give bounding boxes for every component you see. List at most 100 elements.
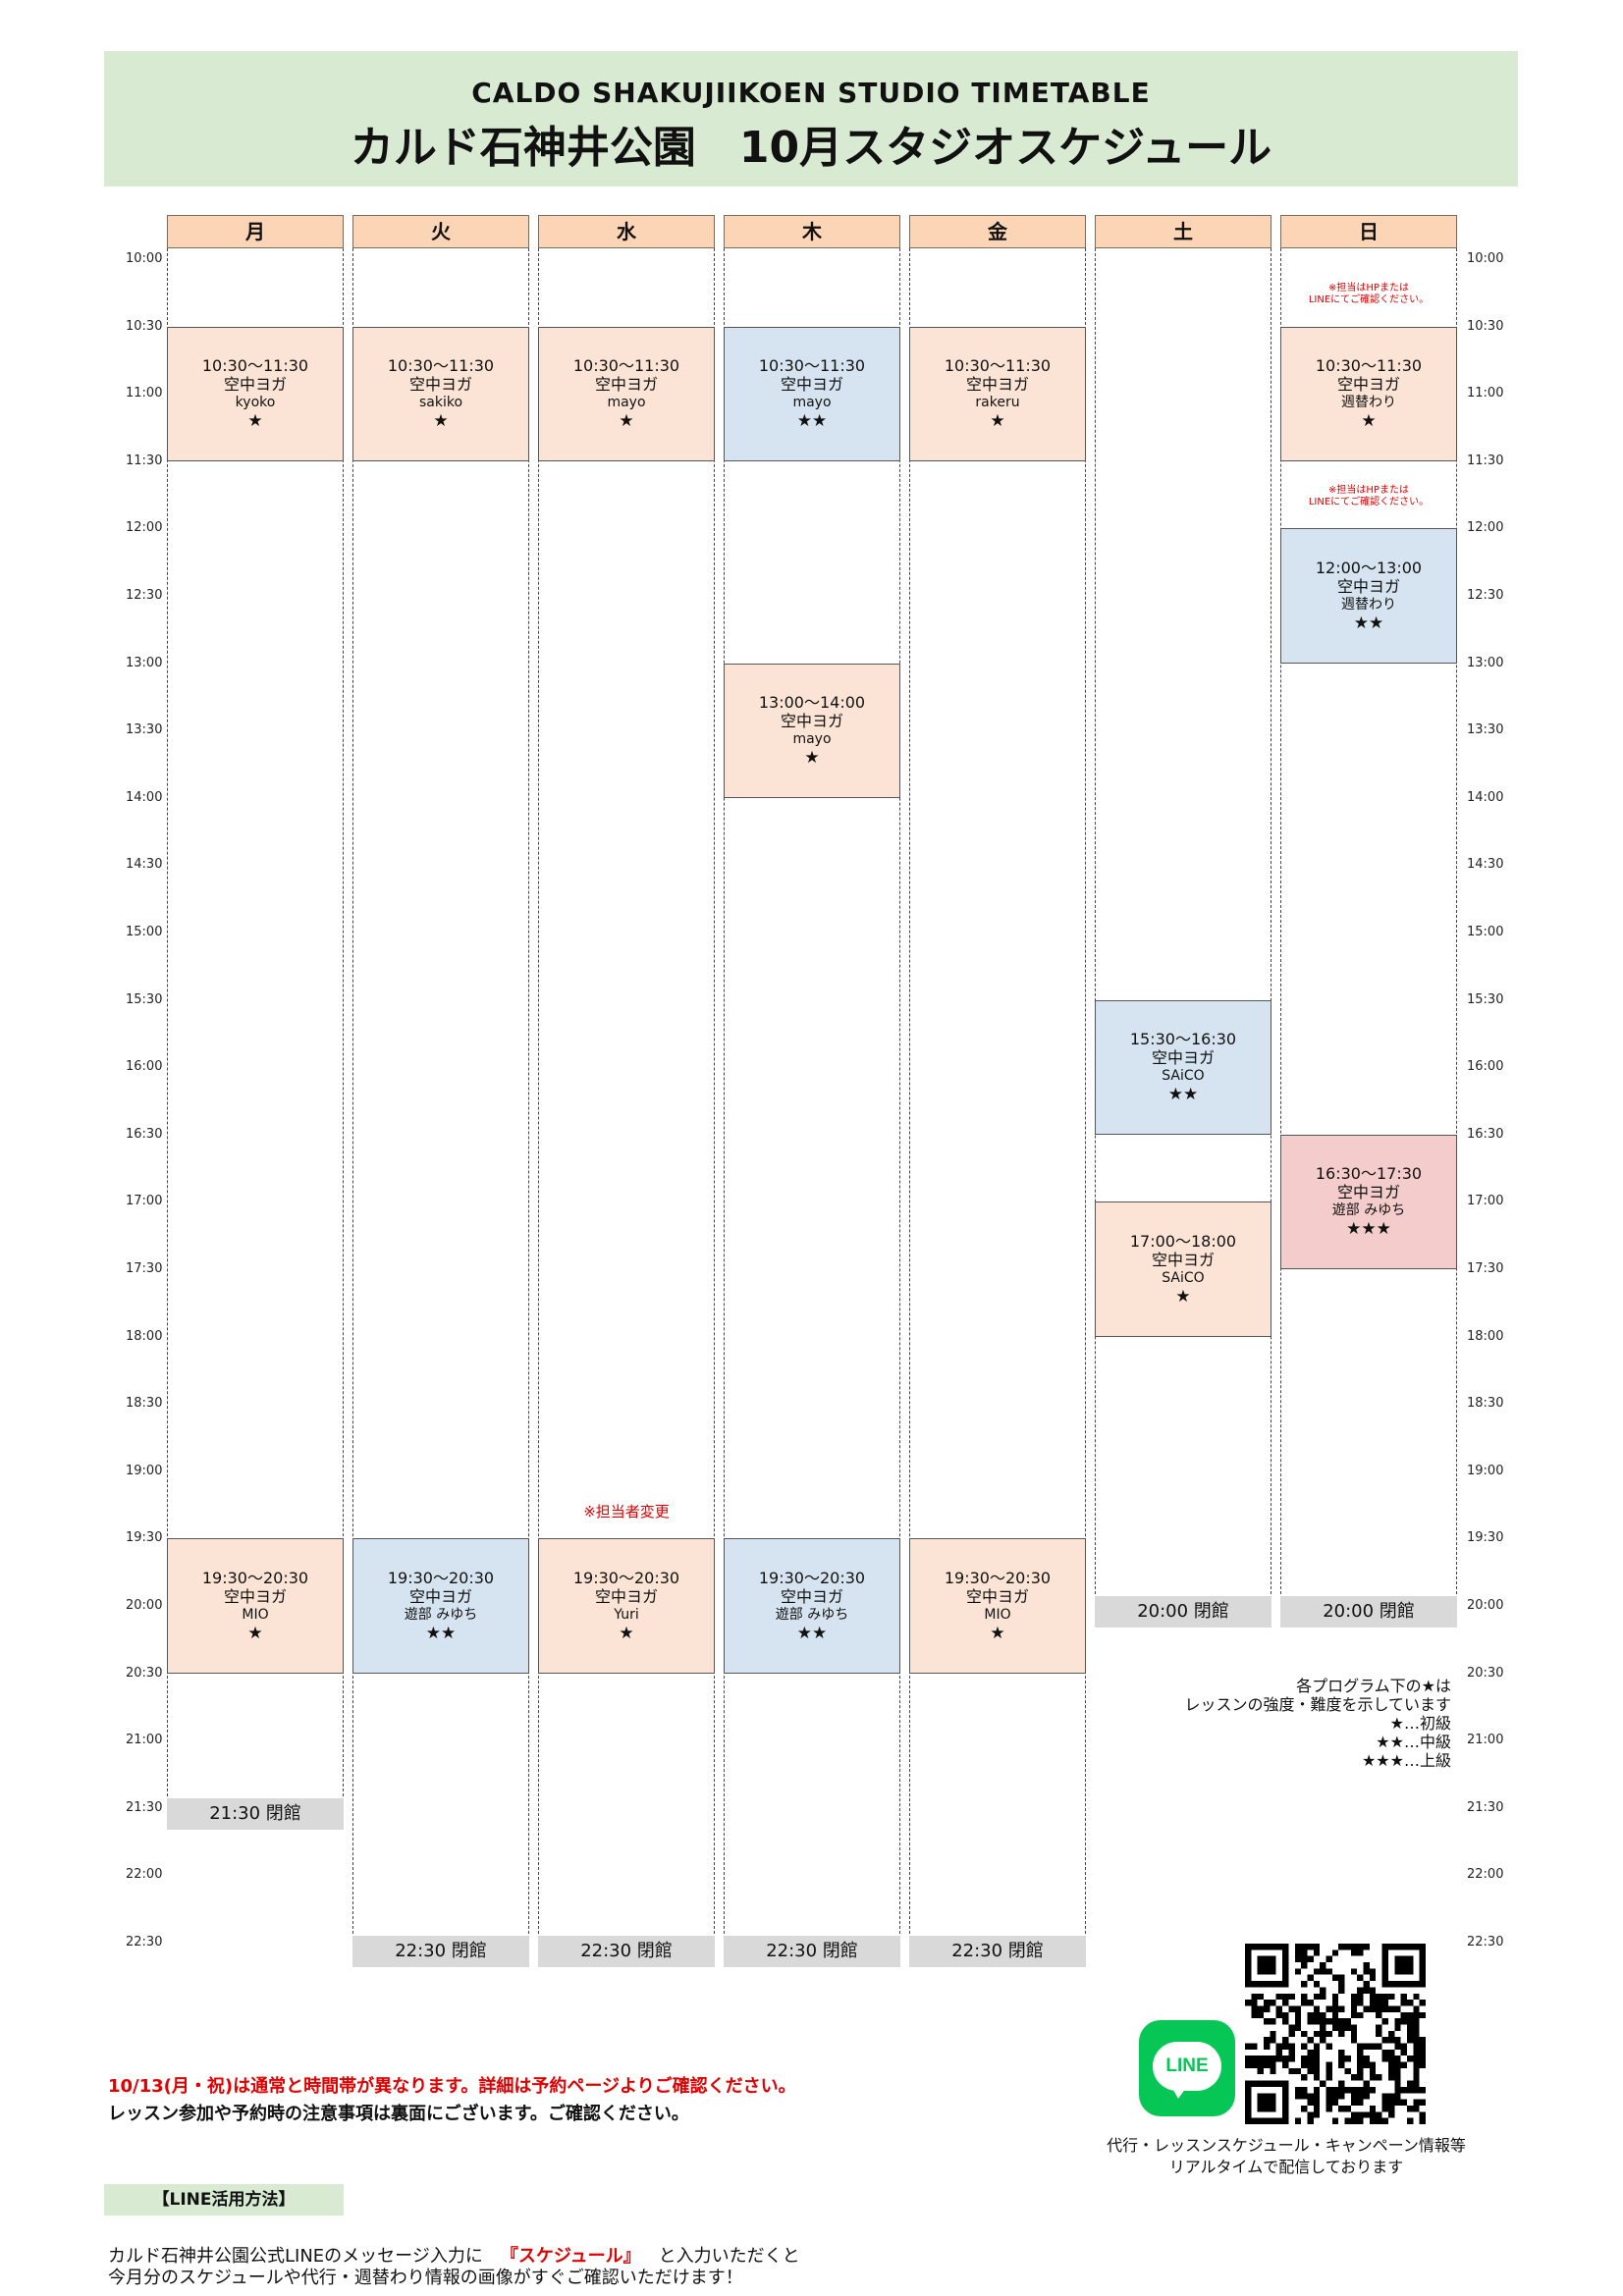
time-label: 15:30 <box>1467 991 1504 1007</box>
time-label: 18:00 <box>126 1328 163 1344</box>
day-column <box>1280 248 1457 1594</box>
closing-label: 21:30 閉館 <box>167 1798 344 1830</box>
time-label: 12:00 <box>1467 520 1504 536</box>
lesson-time: 19:30～20:30 <box>387 1568 495 1587</box>
lesson-difficulty: ★ <box>619 411 634 432</box>
time-label: 16:00 <box>126 1059 163 1075</box>
lesson-difficulty: ★ <box>990 1623 1005 1643</box>
closing-label: 22:30 閉館 <box>909 1936 1086 1967</box>
lesson-difficulty: ★★ <box>425 1623 457 1643</box>
line-caption-line1: 代行・レッスンスケジュール・キャンペーン情報等 <box>1107 2136 1466 2155</box>
lesson-instructor: mayo <box>792 395 832 411</box>
time-label: 12:30 <box>1467 588 1504 603</box>
lesson-block[interactable]: 17:00～18:00 空中ヨガ SAiCO ★ <box>1095 1201 1271 1337</box>
lesson-time: 16:30～17:30 <box>1315 1164 1423 1184</box>
time-label: 12:00 <box>126 520 163 536</box>
lesson-difficulty: ★ <box>247 1623 263 1643</box>
time-label: 16:30 <box>126 1126 163 1142</box>
lesson-time: 19:30～20:30 <box>572 1568 680 1587</box>
lesson-block[interactable]: 10:30～11:30 空中ヨガ mayo ★ <box>538 326 715 461</box>
lesson-instructor: kyoko <box>235 395 276 411</box>
lesson-instructor: 遊部 みゆち <box>775 1606 849 1623</box>
time-label: 16:30 <box>1467 1126 1504 1142</box>
closing-label: 22:30 閉館 <box>352 1936 529 1967</box>
lesson-difficulty: ★★★ <box>1346 1219 1391 1240</box>
legend-line: 各プログラム下の★は <box>1296 1677 1451 1695</box>
lesson-block[interactable]: 12:00～13:00 空中ヨガ 週替わり ★★ <box>1280 528 1457 664</box>
lesson-block[interactable]: 16:30～17:30 空中ヨガ 遊部 みゆち ★★★ <box>1280 1134 1457 1269</box>
day-column <box>724 248 900 1963</box>
day-header: 月 <box>167 215 344 248</box>
time-label: 21:00 <box>1467 1733 1504 1748</box>
lesson-instructor: 遊部 みゆち <box>404 1606 478 1623</box>
line-usage-before: カルド石神井公園公式LINEのメッセージ入力に <box>108 2246 483 2267</box>
instructor-note: ※担当はHPまたは LINEにてご確認ください。 <box>1308 485 1430 507</box>
lesson-block[interactable]: 15:30～16:30 空中ヨガ SAiCO ★★ <box>1095 999 1271 1135</box>
time-label: 22:30 <box>126 1935 163 1949</box>
lesson-block[interactable]: 10:30～11:30 空中ヨガ rakeru ★ <box>909 326 1086 461</box>
day-header: 木 <box>724 215 900 248</box>
legend-line: ★★…中級 <box>1376 1733 1451 1751</box>
lesson-name: 空中ヨガ <box>1336 1183 1400 1202</box>
closing-label: 22:30 閉館 <box>538 1936 715 1967</box>
lesson-block[interactable]: 19:30～20:30 空中ヨガ 遊部 みゆち ★★ <box>352 1538 529 1674</box>
lesson-difficulty: ★ <box>433 411 449 432</box>
lesson-time: 10:30～11:30 <box>201 356 309 376</box>
time-label: 21:00 <box>126 1733 163 1748</box>
lesson-block[interactable]: 19:30～20:30 空中ヨガ Yuri ★ <box>538 1538 715 1674</box>
lesson-difficulty: ★ <box>990 411 1005 432</box>
lesson-difficulty: ★ <box>1361 411 1377 432</box>
lesson-instructor: MIO <box>242 1606 269 1623</box>
holiday-notice: 10/13(月・祝)は通常と時間帯が異なります。詳細は予約ページよりご確認くださ… <box>108 2076 796 2097</box>
header-banner <box>104 51 1518 187</box>
legend-line: ★★★…上級 <box>1361 1751 1451 1770</box>
lesson-time: 10:30～11:30 <box>1315 356 1423 376</box>
lesson-block[interactable]: 10:30～11:30 空中ヨガ sakiko ★ <box>352 326 529 461</box>
line-usage-label: 【LINE活用方法】 <box>104 2184 344 2216</box>
lesson-time: 19:30～20:30 <box>944 1568 1052 1587</box>
lesson-instructor: 週替わり <box>1341 395 1396 411</box>
lesson-block[interactable]: 10:30～11:30 空中ヨガ kyoko ★ <box>167 326 344 461</box>
lesson-difficulty: ★ <box>804 748 820 769</box>
lesson-time: 17:00～18:00 <box>1129 1231 1237 1251</box>
lesson-block[interactable]: 19:30～20:30 空中ヨガ MIO ★ <box>167 1538 344 1674</box>
time-label: 17:30 <box>126 1261 163 1276</box>
qr-code-icon[interactable] <box>1245 1944 1426 2124</box>
lesson-difficulty: ★★ <box>796 411 828 432</box>
lesson-name: 空中ヨガ <box>594 375 658 395</box>
line-keyword: 『スケジュール』 <box>500 2246 641 2267</box>
lesson-name: 空中ヨガ <box>1336 576 1400 596</box>
lesson-block[interactable]: 10:30～11:30 空中ヨガ 週替わり ★ <box>1280 326 1457 461</box>
time-label: 17:30 <box>1467 1261 1504 1276</box>
lesson-time: 10:30～11:30 <box>572 356 680 376</box>
closing-label: 20:00 閉館 <box>1095 1596 1271 1628</box>
time-label: 18:30 <box>1467 1396 1504 1412</box>
lesson-time: 10:30～11:30 <box>387 356 495 376</box>
lesson-name: 空中ヨガ <box>408 1586 472 1606</box>
line-logo-text: LINE <box>1153 2042 1221 2091</box>
time-label: 10:30 <box>126 318 163 334</box>
lesson-instructor: mayo <box>792 731 832 748</box>
lesson-time: 19:30～20:30 <box>201 1568 309 1587</box>
lesson-instructor: rakeru <box>975 395 1020 411</box>
time-label: 13:00 <box>1467 655 1504 670</box>
time-label: 15:00 <box>1467 925 1504 939</box>
time-label: 10:00 <box>126 251 163 266</box>
time-label: 10:30 <box>1467 318 1504 334</box>
lesson-block[interactable]: 10:30～11:30 空中ヨガ mayo ★★ <box>724 326 900 461</box>
lesson-block[interactable]: 19:30～20:30 空中ヨガ 遊部 みゆち ★★ <box>724 1538 900 1674</box>
lesson-block[interactable]: 13:00～14:00 空中ヨガ mayo ★ <box>724 663 900 798</box>
lesson-instructor: sakiko <box>418 395 463 411</box>
time-label: 14:00 <box>126 789 163 805</box>
time-label: 22:00 <box>126 1867 163 1883</box>
time-label: 20:30 <box>1467 1665 1504 1681</box>
legend-line: レッスンの強度・難度を示しています <box>1184 1695 1451 1714</box>
day-column <box>352 248 529 1963</box>
lesson-name: 空中ヨガ <box>223 375 287 395</box>
closing-label: 20:00 閉館 <box>1280 1596 1457 1628</box>
time-label: 16:00 <box>1467 1059 1504 1075</box>
time-label: 15:00 <box>126 925 163 939</box>
lesson-difficulty: ★ <box>619 1623 634 1643</box>
lesson-block[interactable]: 19:30～20:30 空中ヨガ MIO ★ <box>909 1538 1086 1674</box>
line-logo-icon[interactable]: LINE <box>1139 2020 1235 2116</box>
